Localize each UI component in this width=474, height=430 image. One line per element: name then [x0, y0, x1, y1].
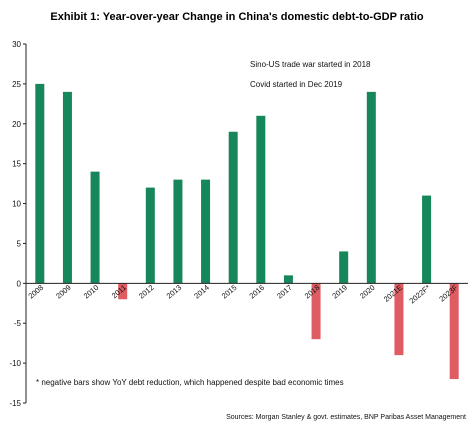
- y-tick-label: 5: [17, 239, 22, 248]
- bar-2017: [283, 275, 293, 284]
- source-note: Sources: Morgan Stanley & govt. estimate…: [226, 414, 466, 421]
- bar-2010: [90, 171, 100, 284]
- y-tick-label: 15: [12, 160, 21, 169]
- x-tick-label: 2017: [275, 283, 294, 301]
- x-tick-label: 2013: [165, 283, 184, 301]
- x-tick-label: 2012: [137, 283, 156, 301]
- x-tick-label: 2009: [54, 283, 73, 301]
- x-tick-label: 2019: [330, 283, 349, 301]
- bar-2018: [311, 283, 321, 340]
- y-tick-label: 25: [12, 80, 21, 89]
- x-tick-label: 2010: [82, 283, 101, 301]
- bar-2012: [145, 187, 155, 284]
- y-axis: -15 -10 -5 0 5 10 15 20 25 30: [9, 40, 27, 408]
- annotation-covid: Covid started in Dec 2019: [250, 80, 343, 89]
- bar-2011: [118, 283, 128, 300]
- bar-2015: [228, 131, 238, 284]
- y-tick-label: 0: [17, 279, 22, 288]
- x-tick-label: 2015: [220, 283, 239, 301]
- bar-2013: [173, 179, 183, 284]
- bar-2016: [256, 115, 266, 284]
- annotation-trade-war: Sino-US trade war started in 2018: [250, 60, 371, 69]
- bar-2022f: [422, 195, 432, 284]
- y-tick-label: 20: [12, 120, 21, 129]
- x-tick-label: 2020: [358, 283, 377, 301]
- bars: [26, 83, 468, 380]
- bar-2020: [366, 91, 376, 284]
- footnote: * negative bars show YoY debt reduction,…: [36, 378, 344, 387]
- y-tick-label: -10: [9, 359, 21, 368]
- bar-2023f: [449, 283, 459, 380]
- bar-2021e: [394, 283, 404, 356]
- x-tick-label: 2014: [192, 283, 211, 301]
- y-tick-label: 10: [12, 200, 21, 209]
- y-tick-label: 30: [12, 40, 21, 49]
- bar-2009: [62, 91, 72, 284]
- bar-2014: [201, 179, 211, 284]
- chart-title: Exhibit 1: Year-over-year Change in Chin…: [50, 11, 424, 23]
- bar-2019: [339, 251, 349, 284]
- y-tick-label: -15: [9, 399, 21, 408]
- x-tick-label: 2016: [248, 283, 267, 301]
- y-tick-label: -5: [14, 319, 22, 328]
- bar-2008: [35, 83, 45, 284]
- x-tick-label: 2008: [27, 283, 46, 301]
- x-tick-label: 2022F*: [408, 283, 432, 305]
